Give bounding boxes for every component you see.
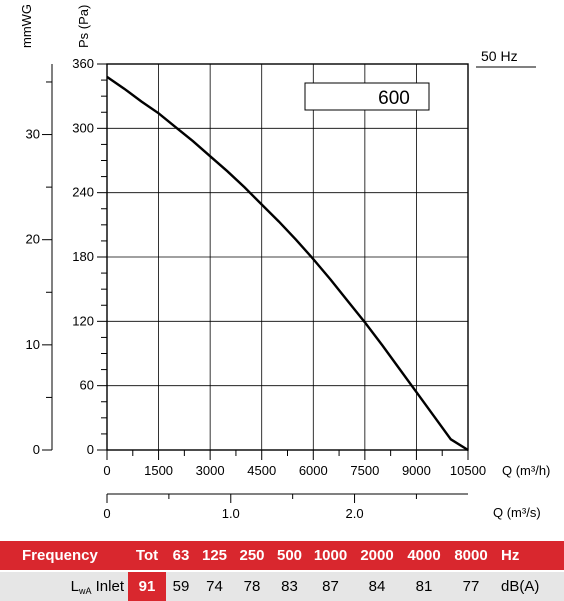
inlet-label: Inlet — [95, 577, 124, 595]
mmwg-tick-label: 10 — [26, 337, 40, 352]
header-band-4000: 4000 — [407, 547, 441, 564]
value-unit: dB(A) — [501, 578, 540, 595]
ps-axis-label: Ps (Pa) — [76, 5, 91, 48]
y-tick-label: 0 — [87, 442, 94, 457]
x2-axis-label: Q (m³/s) — [493, 505, 541, 520]
x-tick-label: 3000 — [196, 463, 225, 478]
frequency-header-label: Frequency — [22, 547, 98, 564]
axis-tick-labels: 0 1500 3000 4500 6000 7500 9000 105000601201802… — [26, 56, 487, 521]
value-band-500: 83 — [281, 578, 298, 595]
inlet-values-row: LwA Inlet 91 59 74 78 83 87 84 81 77 dB(… — [0, 572, 564, 601]
header-band-125: 125 — [201, 547, 228, 564]
header-band-2000: 2000 — [360, 547, 394, 564]
x2-tick-label: 0 — [103, 506, 110, 521]
fan-performance-chart: 0 1500 3000 4500 6000 7500 9000 105000601201802… — [19, 4, 550, 521]
y-tick-label: 120 — [72, 313, 94, 328]
value-tot: 91 — [128, 572, 166, 601]
y-tick-label: 360 — [72, 56, 94, 71]
y-tick-label: 300 — [72, 120, 94, 135]
header-band-63: 63 — [172, 547, 190, 564]
frequency-label: 50 Hz — [481, 48, 518, 64]
model-label: 600 — [378, 88, 410, 109]
x-tick-label: 7500 — [350, 463, 379, 478]
value-band-4000: 81 — [415, 578, 433, 595]
header-band-1000: 1000 — [313, 547, 348, 564]
header-tot: Tot — [135, 547, 159, 564]
lwa-symbol: L — [70, 577, 79, 595]
header-band-500: 500 — [276, 547, 303, 564]
pressure-flow-curve — [106, 75, 469, 452]
x-tick-label: 10500 — [450, 463, 486, 478]
mmwg-tick-label: 20 — [26, 232, 40, 247]
x2-tick-label: 1.0 — [222, 506, 240, 521]
grid-lines — [107, 64, 468, 450]
y-tick-label: 60 — [80, 378, 94, 393]
x-tick-label: 4500 — [247, 463, 276, 478]
header-unit: Hz — [501, 547, 520, 564]
mmwg-tick-label: 30 — [26, 127, 40, 142]
y-tick-label: 180 — [72, 249, 94, 264]
lwa-subscript: wA — [78, 585, 92, 596]
value-band-1000: 87 — [322, 578, 339, 595]
header-band-8000: 8000 — [454, 547, 488, 564]
x-tick-label: 6000 — [299, 463, 328, 478]
x-tick-label: 9000 — [402, 463, 431, 478]
frequency-header-row: Frequency Tot 63 125 250 500 1000 2000 4… — [0, 541, 564, 570]
x-axis-label: Q (m³/h) — [502, 463, 550, 478]
mmwg-tick-label: 0 — [33, 442, 40, 457]
y-tick-label: 240 — [72, 185, 94, 200]
header-band-250: 250 — [239, 547, 265, 564]
x-tick-label: 1500 — [144, 463, 173, 478]
value-band-2000: 84 — [368, 578, 386, 595]
value-band-125: 74 — [206, 578, 223, 595]
sound-power-table: Frequency Tot 63 125 250 500 1000 2000 4… — [0, 541, 564, 601]
axis-ticks — [42, 63, 469, 503]
x2-tick-label: 2.0 — [346, 506, 364, 521]
x-tick-label: 0 — [103, 463, 110, 478]
lwa-inlet-label: LwA Inlet — [0, 578, 128, 596]
value-band-63: 59 — [172, 578, 190, 595]
mmwg-axis-label: mmWG — [19, 4, 34, 48]
value-band-250: 78 — [243, 578, 261, 595]
value-band-8000: 77 — [462, 578, 480, 595]
model-box — [304, 82, 430, 111]
